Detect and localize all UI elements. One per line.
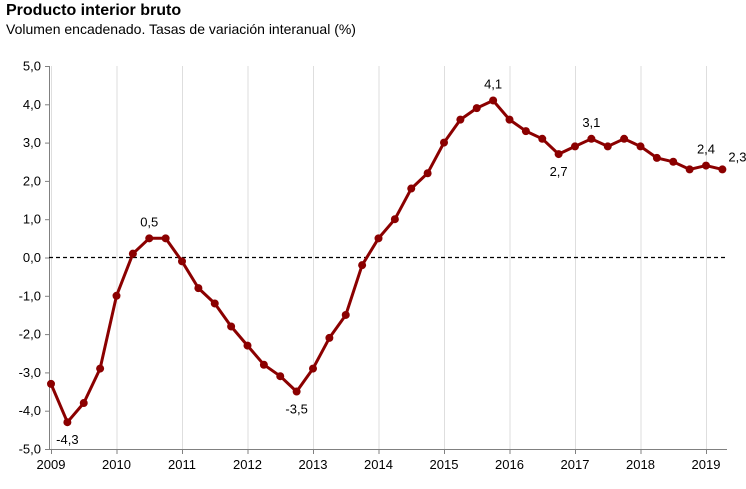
y-axis-ticks: 5,0 4,0 3,0 2,0 1,0 0,0 -1,0 -2,0 -3,0 -4,0 -5,0 xyxy=(19,59,49,457)
y-tick-label: 2,0 xyxy=(23,173,41,188)
data-point-2013-T3 xyxy=(341,310,350,319)
gdp-series-line xyxy=(49,99,723,424)
x-tick-label: 2016 xyxy=(495,457,524,472)
data-point-2018-T1 xyxy=(636,142,645,151)
data-point-2019-T2 xyxy=(718,165,727,174)
data-point-2016-T2 xyxy=(521,127,530,136)
x-tick-label: 2011 xyxy=(168,457,196,472)
y-tick-label: 4,0 xyxy=(23,97,41,112)
data-point-2014-T3 xyxy=(407,184,416,193)
data-label: -4,3 xyxy=(56,432,78,447)
data-point-2016-T1 xyxy=(505,115,514,124)
y-tick-label: 0,0 xyxy=(23,250,41,265)
data-point-2017-T4 xyxy=(620,134,629,143)
data-point-2011-T1 xyxy=(178,257,186,266)
data-point-2009-T2 xyxy=(63,418,72,427)
y-tick-label: 3,0 xyxy=(23,135,41,150)
data-label: 2,7 xyxy=(550,164,568,179)
data-point-2011-T2 xyxy=(194,284,203,293)
data-point-2010-T3 xyxy=(145,234,154,243)
data-point-2010-T1 xyxy=(112,291,121,300)
data-point-2017-T1 xyxy=(571,142,579,151)
data-point-2015-T3 xyxy=(472,104,481,113)
x-tick-label: 2010 xyxy=(102,457,131,472)
data-point-2014-T2 xyxy=(390,215,399,224)
y-tick-label: -1,0 xyxy=(19,288,41,303)
data-point-2013-T4 xyxy=(358,261,367,270)
data-point-2015-T1 xyxy=(440,138,448,147)
data-point-2010-T2 xyxy=(128,249,137,258)
chart-subtitle: Volumen encadenado. Tasas de variación i… xyxy=(6,21,356,37)
y-tick-label: -3,0 xyxy=(19,365,41,380)
data-point-2019-T1 xyxy=(702,161,710,170)
data-label: 2,4 xyxy=(697,142,715,157)
x-tick-label: 2009 xyxy=(37,457,66,472)
data-point-2012-T3 xyxy=(276,372,285,381)
data-label: 2,3 xyxy=(728,149,746,164)
data-point-2014-T4 xyxy=(423,169,432,178)
data-point-2009-T4 xyxy=(96,364,105,373)
y-tick-label: -4,0 xyxy=(19,403,41,418)
data-point-2009-T3 xyxy=(79,399,88,408)
x-tick-label: 2012 xyxy=(233,457,262,472)
data-point-2015-T4 xyxy=(489,96,498,105)
data-point-2013-T2 xyxy=(325,333,334,342)
data-point-2013-T1 xyxy=(309,364,317,373)
data-label: -3,5 xyxy=(285,402,307,417)
data-point-2018-T4 xyxy=(685,165,694,174)
data-point-2012-T4 xyxy=(292,387,301,396)
data-point-2014-T1 xyxy=(374,234,383,243)
x-tick-label: 2013 xyxy=(299,457,328,472)
data-point-2016-T4 xyxy=(554,150,563,159)
data-point-2012-T1 xyxy=(243,341,252,350)
data-point-2010-T4 xyxy=(161,234,170,243)
x-axis-ticks: 2009 2010 2011 2012 2013 2014 2015 2016 2017 2018… xyxy=(37,449,721,472)
y-tick-label: -2,0 xyxy=(19,327,41,342)
x-tick-label: 2018 xyxy=(626,457,655,472)
data-point-2015-T2 xyxy=(456,115,465,124)
x-tick-label: 2015 xyxy=(430,457,459,472)
x-tick-label: 2014 xyxy=(364,457,393,472)
data-point-2017-T2 xyxy=(587,134,596,143)
data-label: 3,1 xyxy=(582,115,600,130)
data-point-2016-T3 xyxy=(538,134,547,143)
data-point-2018-T2 xyxy=(652,153,661,162)
y-tick-label: -5,0 xyxy=(19,442,41,457)
series-points xyxy=(47,96,727,427)
data-labels: -4,3 0,5 -3,5 4,1 2,7 3,1 2,4 2,3 xyxy=(56,76,746,447)
data-point-2012-T2 xyxy=(259,360,268,369)
data-point-2018-T3 xyxy=(669,157,678,166)
data-label: 0,5 xyxy=(140,214,158,229)
data-label: 4,1 xyxy=(484,76,502,91)
x-tick-label: 2017 xyxy=(561,457,590,472)
data-point-2017-T3 xyxy=(603,142,612,151)
series-line xyxy=(49,99,723,424)
x-tick-label: 2019 xyxy=(692,457,721,472)
chart-title: Producto interior bruto xyxy=(6,2,182,19)
data-point-2009-T1 xyxy=(47,379,55,388)
y-tick-label: 5,0 xyxy=(23,59,41,74)
data-point-2011-T4 xyxy=(227,322,236,331)
y-tick-label: 1,0 xyxy=(23,212,41,227)
data-point-2011-T3 xyxy=(210,299,219,308)
